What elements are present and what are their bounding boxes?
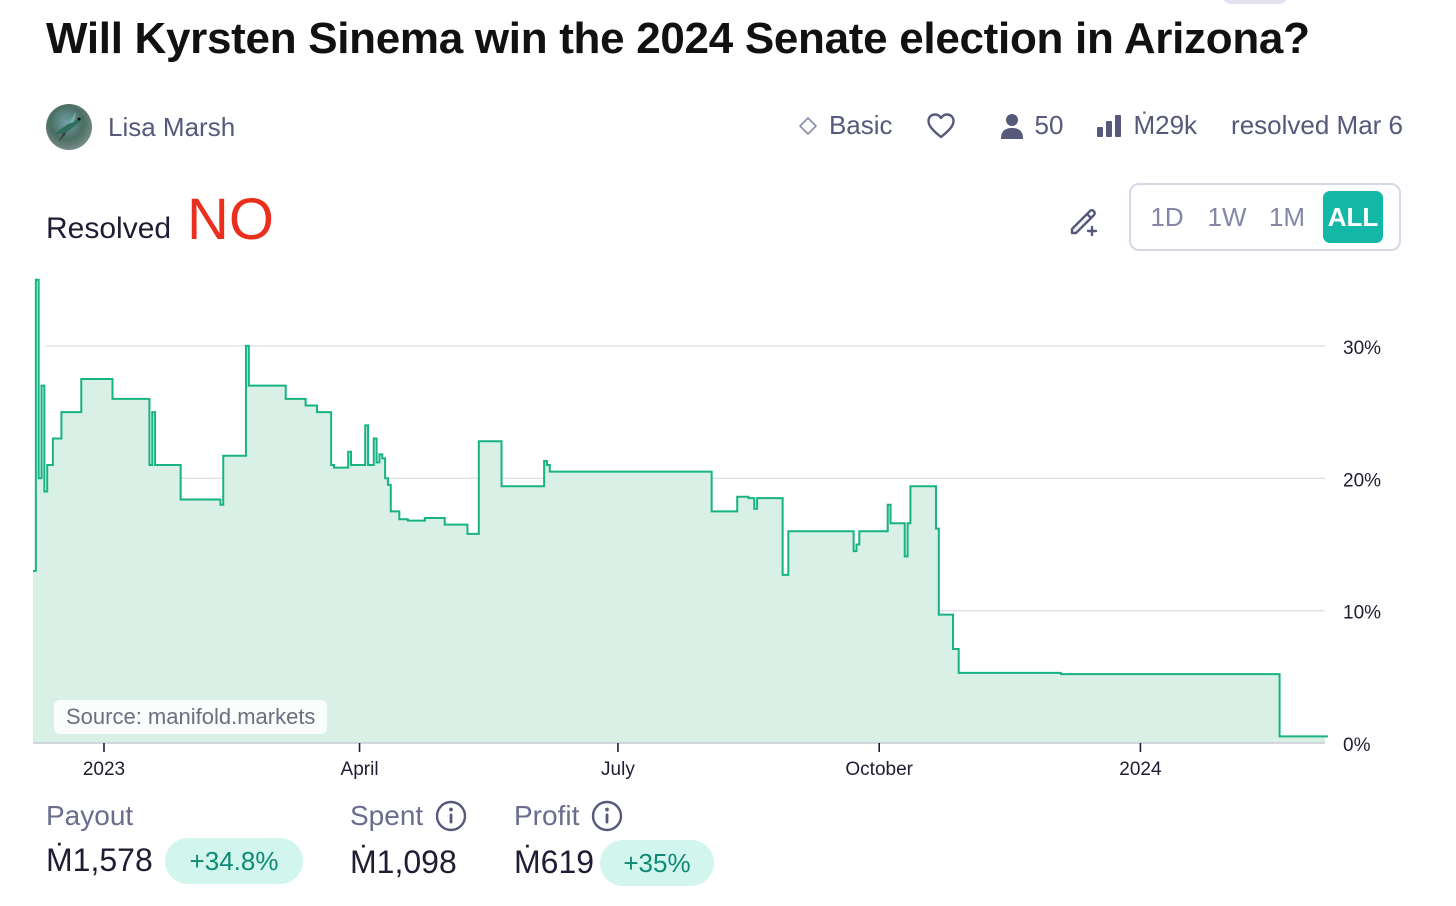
author-name[interactable]: Lisa Marsh xyxy=(108,111,236,142)
range-1d-button[interactable]: 1D xyxy=(1150,201,1184,232)
profit-info-icon[interactable] xyxy=(591,800,623,832)
resolution-value: NO xyxy=(187,187,274,252)
probability-chart[interactable]: 0% 10% 20% 30% 2023 April July October 2024 xyxy=(0,240,1456,790)
page-title: Will Kyrsten Sinema win the 2024 Senate … xyxy=(46,14,1310,63)
diamond-icon xyxy=(798,116,817,135)
y-tick-label: 30% xyxy=(1343,338,1381,359)
range-1m-button[interactable]: 1M xyxy=(1268,201,1306,232)
x-tick-label: July xyxy=(601,759,635,780)
payout-value: Ṁ1,578 xyxy=(46,842,153,878)
author-block[interactable]: Lisa Marsh xyxy=(46,104,235,150)
traders-value: 50 xyxy=(1034,110,1064,140)
bar-chart-icon xyxy=(1097,114,1122,137)
add-annotation-button[interactable] xyxy=(1064,200,1104,240)
person-icon xyxy=(1000,113,1023,139)
time-range-selector: 1D 1W 1M ALL xyxy=(1129,183,1401,251)
info-icon xyxy=(592,800,623,832)
like-button[interactable] xyxy=(926,112,967,139)
source-label: Source: manifold.markets xyxy=(54,700,328,734)
probability-area xyxy=(33,279,1325,743)
payout-label: Payout xyxy=(46,800,133,832)
range-1w-button[interactable]: 1W xyxy=(1207,201,1247,232)
y-tick-label: 10% xyxy=(1343,603,1381,624)
x-tick-label: 2024 xyxy=(1119,759,1162,780)
x-tick-label: April xyxy=(341,759,379,780)
range-all-button[interactable]: ALL xyxy=(1323,191,1383,243)
volume-value: Ṁ29k xyxy=(1133,110,1198,140)
resolution-label: Resolved xyxy=(46,212,172,245)
volume-stat[interactable]: Ṁ29k xyxy=(1097,110,1197,141)
probability-line xyxy=(33,278,1325,738)
tier-badge[interactable]: Basic xyxy=(798,110,893,141)
resolved-date: resolved Mar 6 xyxy=(1231,110,1403,141)
spent-label: Spent xyxy=(350,800,467,832)
hummingbird-avatar-icon xyxy=(54,112,84,142)
payout-change-badge: +34.8% xyxy=(165,838,303,884)
spent-value: Ṁ1,098 xyxy=(350,844,457,880)
payout-label-text: Payout xyxy=(46,800,134,831)
top-scroll-pill xyxy=(1222,0,1288,4)
spent-label-text: Spent xyxy=(350,800,424,831)
profit-value: Ṁ619 xyxy=(514,844,595,880)
avatar[interactable] xyxy=(46,104,92,150)
x-tick-label: 2023 xyxy=(83,759,125,780)
x-tick-label: October xyxy=(845,759,913,780)
tier-label: Basic xyxy=(828,110,893,140)
profit-label-text: Profit xyxy=(514,800,580,831)
resolved-date-label: resolved Mar 6 xyxy=(1231,110,1403,140)
y-tick-label: 0% xyxy=(1343,735,1371,756)
spent-info-icon[interactable] xyxy=(435,800,467,832)
info-icon xyxy=(435,800,467,832)
profit-label: Profit xyxy=(514,800,623,832)
heart-icon xyxy=(926,112,955,138)
traders-count[interactable]: 50 xyxy=(1000,110,1064,141)
market-meta: Basic 50 Ṁ29k resolved Mar 6 xyxy=(798,110,1403,141)
y-tick-label: 20% xyxy=(1343,470,1381,491)
profit-change-badge: +35% xyxy=(600,840,714,886)
pencil-plus-icon xyxy=(1070,209,1098,237)
